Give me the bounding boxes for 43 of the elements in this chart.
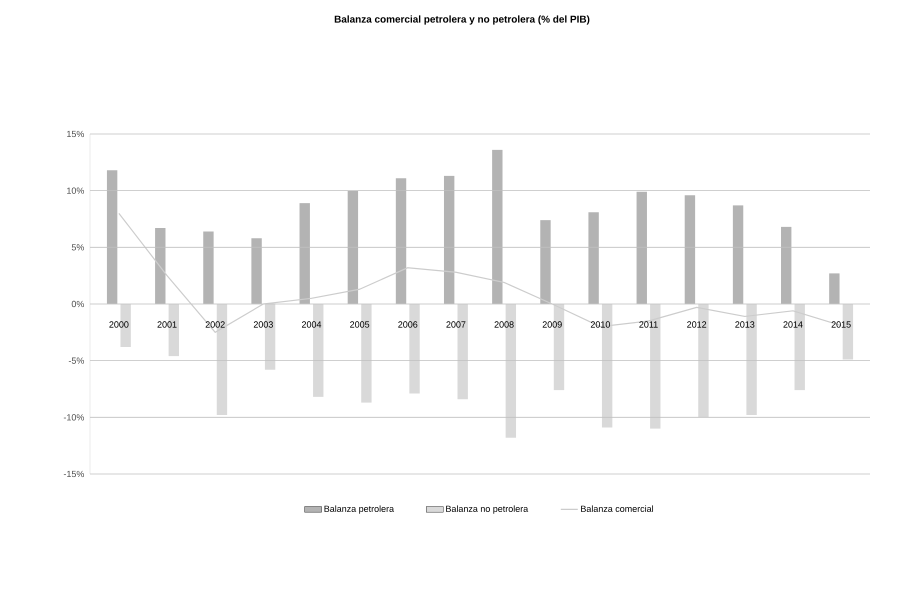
- bar: [684, 195, 696, 304]
- x-tick-label: 2014: [783, 321, 803, 328]
- y-tick-label: 15%: [67, 130, 84, 138]
- legend-label: Balanza comercial: [581, 505, 654, 512]
- bar: [492, 150, 503, 304]
- bar: [781, 226, 792, 304]
- x-tick-label: 2003: [254, 321, 273, 328]
- x-tick-label: 2009: [542, 321, 562, 328]
- x-tick-label: 2008: [494, 321, 514, 328]
- bar: [540, 220, 551, 304]
- x-tick-label: 2013: [735, 321, 754, 328]
- x-tick-label: 2007: [446, 321, 466, 328]
- y-tick-label: 10%: [67, 187, 84, 194]
- bar: [732, 205, 744, 304]
- bar: [829, 273, 840, 304]
- x-tick-label: 2000: [109, 321, 129, 328]
- bar: [396, 178, 406, 304]
- y-tick-label: -15%: [64, 470, 84, 478]
- x-tick-label: 2010: [590, 321, 610, 328]
- x-tick-label: 2005: [350, 321, 370, 328]
- bar: [155, 228, 166, 304]
- bar: [636, 192, 647, 304]
- chart-title: Balanza comercial petrolera y no petrolera (% del PIB): [334, 15, 590, 25]
- x-tick-label: 2004: [302, 321, 322, 328]
- x-tick-label: 2006: [398, 321, 418, 328]
- legend-label: Balanza petrolera: [324, 505, 394, 514]
- bar: [444, 176, 454, 304]
- x-tick-label: 2015: [832, 321, 851, 328]
- y-tick-label: -5%: [68, 358, 84, 364]
- x-tick-label: 2002: [206, 321, 225, 328]
- y-tick-label: 0%: [72, 300, 84, 308]
- bar: [300, 203, 310, 304]
- x-tick-label: 2011: [639, 321, 658, 328]
- legend-label: Balanza no petrolera: [446, 505, 528, 514]
- bar: [106, 170, 118, 304]
- bar: [203, 231, 214, 304]
- bar: [348, 190, 358, 304]
- bar: [251, 238, 262, 304]
- y-tick-label: 5%: [72, 244, 84, 250]
- bar: [588, 212, 599, 304]
- x-tick-label: 2001: [158, 321, 177, 328]
- x-tick-label: 2012: [687, 321, 706, 328]
- y-tick-label: -10%: [64, 414, 84, 420]
